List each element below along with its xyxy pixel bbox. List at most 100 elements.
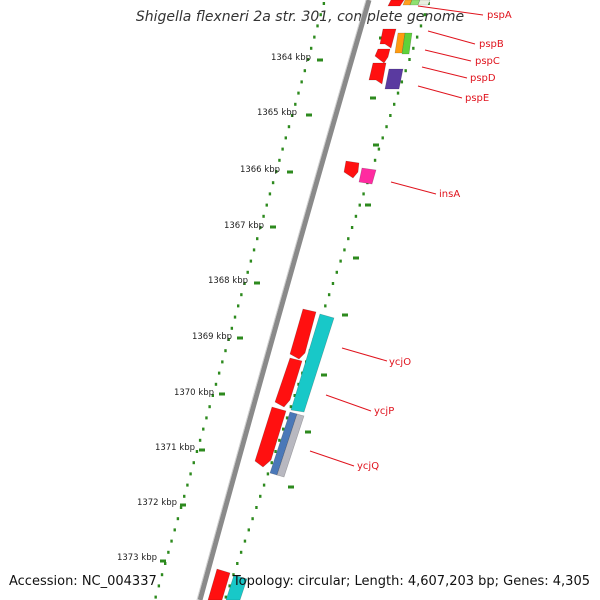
tick-mark (176, 517, 180, 521)
tick-mark (268, 192, 272, 196)
major-tick (254, 281, 260, 285)
tick-mark (347, 237, 350, 241)
major-tick (317, 58, 323, 62)
tick-mark (290, 114, 294, 117)
tick-mark (392, 102, 396, 106)
tick-mark (339, 259, 342, 263)
gene-feature (254, 406, 287, 468)
tick-mark (278, 158, 281, 162)
tick-mark (408, 58, 411, 61)
major-tick (306, 113, 312, 117)
gene-feature (225, 574, 248, 600)
gene-labels: pspA pspB pspC pspD pspE insA ycjO ycjP ycjQ (357, 10, 512, 472)
tick-mark (252, 248, 256, 252)
tick-mark (404, 69, 407, 73)
tick-mark (313, 35, 316, 39)
tick-mark (239, 550, 243, 554)
kbp-labels: 1364 kbp 1365 kbp 1366 kbp 1367 kbp 1368 kbp… (117, 53, 311, 563)
major-tick (180, 503, 186, 507)
tick-mark (224, 595, 228, 599)
major-tick (160, 559, 166, 563)
tick-mark (198, 438, 202, 442)
tick-mark (167, 550, 170, 554)
gene-feature (374, 48, 391, 64)
tick-mark (154, 595, 157, 599)
gene-feature (384, 68, 404, 90)
tick-mark (170, 539, 173, 543)
tick-mark (385, 125, 388, 129)
major-tick (219, 392, 225, 396)
gene-feature (368, 62, 387, 85)
gene-label: pspD (470, 73, 496, 84)
tick-mark (287, 125, 291, 129)
tick-mark (259, 226, 262, 229)
tick-mark (354, 214, 358, 218)
major-tick (305, 430, 311, 434)
tick-mark (243, 539, 247, 543)
kbp-label: 1373 kbp (117, 553, 157, 563)
kbp-label: 1369 kbp (192, 332, 232, 342)
kbp-label: 1372 kbp (137, 498, 177, 508)
tick-mark (183, 494, 186, 498)
tick-mark (423, 13, 427, 17)
label-leader (421, 66, 468, 79)
tick-mark (232, 573, 235, 577)
gene-label: ycjQ (357, 461, 379, 472)
tick-mark (322, 2, 326, 5)
tick-mark (160, 573, 164, 577)
tick-mark (293, 394, 296, 397)
gene-feature (358, 167, 377, 185)
tick-mark (233, 315, 237, 319)
gene-label: ycjO (389, 357, 411, 368)
tick-mark (331, 282, 335, 285)
tick-mark (324, 304, 327, 308)
tick-mark (173, 528, 176, 532)
tick-mark (271, 181, 275, 185)
genome-backbone-highlight (196, 0, 367, 600)
tick-mark (327, 293, 331, 297)
tick-mark (427, 2, 430, 5)
tick-mark (256, 237, 259, 241)
tick-mark (240, 293, 243, 297)
major-tick (199, 448, 205, 452)
label-leader (417, 5, 484, 16)
tick-mark (289, 405, 293, 409)
tick-mark (358, 203, 361, 207)
tick-mark (211, 394, 214, 397)
gene-label: ycjP (374, 406, 394, 417)
tick-mark (300, 80, 303, 84)
tick-mark (214, 382, 218, 386)
major-tick (365, 203, 371, 207)
accession-text: Accession: NC_004337 (9, 574, 157, 589)
tick-mark (227, 338, 230, 341)
label-leader (325, 394, 372, 412)
tick-mark (192, 461, 195, 465)
tick-mark (224, 349, 227, 353)
tick-mark (412, 46, 415, 50)
tick-mark (396, 91, 400, 95)
tick-mark (278, 438, 281, 442)
genome-backbone (197, 0, 372, 600)
tick-mark (262, 483, 266, 487)
gene-feature (387, 0, 405, 7)
tick-mark (266, 472, 270, 476)
major-tick (288, 485, 294, 489)
inner-tick-ring (154, 2, 326, 599)
label-leaders (309, 5, 484, 467)
tick-mark (362, 192, 365, 196)
tick-mark (208, 405, 211, 409)
major-tick (321, 373, 327, 377)
topology-text: Topology: circular; Length: 4,607,203 bp… (232, 574, 590, 589)
gene-label: pspE (465, 93, 489, 104)
major-tick (353, 256, 359, 260)
tick-mark (415, 35, 419, 39)
gene-label: pspB (479, 39, 504, 50)
major-tick (237, 336, 243, 340)
tick-mark (195, 450, 199, 453)
tick-mark (270, 461, 273, 465)
label-leader (390, 181, 437, 195)
tick-mark (297, 91, 300, 95)
tick-mark (157, 584, 161, 588)
kbp-label: 1371 kbp (155, 443, 195, 453)
